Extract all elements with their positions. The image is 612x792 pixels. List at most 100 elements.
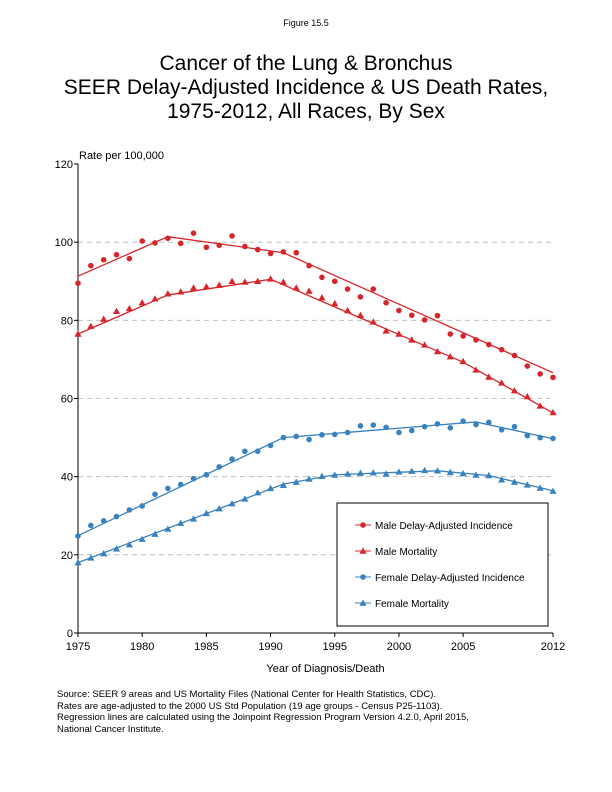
source-line-2: Rates are age-adjusted to the 2000 US St… (57, 700, 443, 712)
male-delay-adjusted-incidence-trend-line (77, 236, 554, 374)
female-mortality-point (408, 467, 416, 474)
x-tick-label: 1980 (130, 641, 154, 653)
female-mortality-point (472, 471, 480, 478)
legend-label-female-delay-adjusted-incidence: Female Delay-Adjusted Incidence (375, 573, 525, 584)
male-delay-adjusted-incidence-point (306, 262, 312, 269)
y-tick-label: 120 (55, 159, 73, 171)
legend-box (336, 502, 549, 627)
female-mortality-point (498, 476, 506, 483)
male-delay-adjusted-incidence-point (447, 331, 454, 337)
y-tick-label: 60 (61, 394, 73, 406)
male-mortality-point (485, 373, 493, 380)
male-mortality-point (433, 348, 442, 355)
male-delay-adjusted-incidence-point (75, 280, 81, 287)
female-delay-adjusted-incidence-point (331, 431, 338, 438)
female-mortality-point (523, 481, 531, 488)
female-mortality-point (177, 519, 185, 526)
legend-marker-male-delay-adjusted-incidence (360, 522, 366, 528)
female-delay-adjusted-incidence-point (524, 432, 531, 439)
x-tick-label: 2000 (387, 641, 411, 653)
male-delay-adjusted-incidence-point (254, 246, 261, 253)
male-delay-adjusted-incidence-point (267, 250, 274, 257)
female-mortality-point (292, 478, 300, 485)
male-mortality-point (87, 322, 95, 329)
female-delay-adjusted-incidence-point (306, 436, 312, 443)
female-delay-adjusted-incidence-point (75, 533, 81, 539)
y-axis-label: Rate per 100,000 (79, 150, 164, 162)
title-line-2: SEER Delay-Adjusted Incidence & US Death… (63, 76, 549, 99)
female-mortality-point (254, 489, 262, 496)
male-delay-adjusted-incidence-point (524, 363, 531, 369)
legend-marker-female-mortality (359, 599, 367, 606)
female-delay-adjusted-incidence-point (177, 481, 184, 488)
female-mortality-point (279, 481, 288, 488)
x-tick-label: 1985 (194, 641, 218, 653)
male-mortality-point (164, 290, 172, 297)
female-mortality-point (241, 495, 249, 502)
legend-marker-male-mortality (359, 547, 367, 554)
male-delay-adjusted-incidence-point (242, 243, 248, 250)
female-mortality-point (459, 469, 467, 477)
male-mortality-point (369, 318, 377, 325)
female-delay-adjusted-incidence-point (421, 423, 428, 430)
female-mortality-point (343, 470, 352, 477)
female-delay-adjusted-incidence-point (203, 471, 210, 478)
male-delay-adjusted-incidence-point (344, 286, 351, 292)
female-delay-adjusted-incidence-point (139, 503, 145, 509)
female-mortality-point (510, 478, 519, 485)
female-delay-adjusted-incidence-point (293, 433, 300, 440)
male-mortality-point (356, 311, 365, 318)
male-mortality-point (318, 294, 326, 301)
male-delay-adjusted-incidence-point (511, 352, 518, 359)
x-axis-label: Year of Diagnosis/Death (266, 663, 384, 675)
male-delay-adjusted-incidence-point (498, 346, 505, 353)
female-mortality-point (125, 541, 133, 548)
male-mortality-point (292, 284, 300, 291)
female-mortality-point (189, 515, 198, 522)
male-delay-adjusted-incidence-point (113, 251, 120, 258)
male-delay-adjusted-incidence-point (319, 274, 325, 281)
male-mortality-point (100, 315, 108, 322)
x-tick-label: 1990 (258, 641, 282, 653)
title-line-3: 1975-2012, All Races, By Sex (167, 100, 445, 123)
female-delay-adjusted-incidence-point (447, 425, 454, 431)
male-mortality-point (523, 392, 531, 400)
male-delay-adjusted-incidence-point (357, 294, 364, 300)
male-mortality-point (446, 353, 454, 360)
male-delay-adjusted-incidence-point (190, 230, 197, 236)
male-mortality-point (305, 287, 313, 294)
female-delay-adjusted-incidence-point (383, 424, 389, 431)
male-mortality-point (74, 330, 82, 337)
male-mortality-point (395, 330, 403, 337)
chart-svg: 0 20 40 60 80 100 120 1975 1980 1985 1990 1995 2000 2… (55, 150, 566, 675)
female-delay-adjusted-incidence-point (242, 448, 248, 455)
male-delay-adjusted-incidence-point (177, 240, 184, 247)
x-tick-label: 2012 (541, 641, 565, 653)
male-delay-adjusted-incidence-point (473, 337, 479, 343)
female-delay-adjusted-incidence-point (473, 421, 479, 428)
female-delay-adjusted-incidence-point (254, 448, 261, 455)
male-mortality-point (343, 306, 352, 314)
male-delay-adjusted-incidence-point (370, 286, 377, 292)
female-mortality-point (421, 466, 429, 474)
female-delay-adjusted-incidence-point (100, 518, 107, 524)
female-mortality-point (202, 509, 210, 517)
male-delay-adjusted-incidence-point (460, 333, 466, 339)
legend-label-male-mortality: Male Mortality (375, 547, 437, 558)
male-delay-adjusted-incidence-point (88, 262, 94, 269)
source-note: Source: SEER 9 areas and US Mortality Fi… (57, 689, 577, 735)
male-delay-adjusted-incidence-point (486, 341, 492, 348)
male-delay-adjusted-incidence-point (396, 307, 402, 314)
male-delay-adjusted-incidence-point (216, 242, 223, 249)
female-mortality-point (331, 471, 339, 478)
male-delay-adjusted-incidence-point (126, 255, 133, 262)
male-mortality-point (241, 278, 249, 285)
female-delay-adjusted-incidence-point (344, 429, 351, 436)
female-mortality-point (228, 500, 236, 507)
female-mortality-point (369, 469, 377, 476)
male-delay-adjusted-incidence-point (165, 235, 171, 242)
male-mortality-point (498, 379, 506, 386)
female-mortality-point (485, 471, 493, 479)
female-delay-adjusted-incidence-point (460, 418, 466, 424)
male-mortality-point (254, 277, 262, 284)
